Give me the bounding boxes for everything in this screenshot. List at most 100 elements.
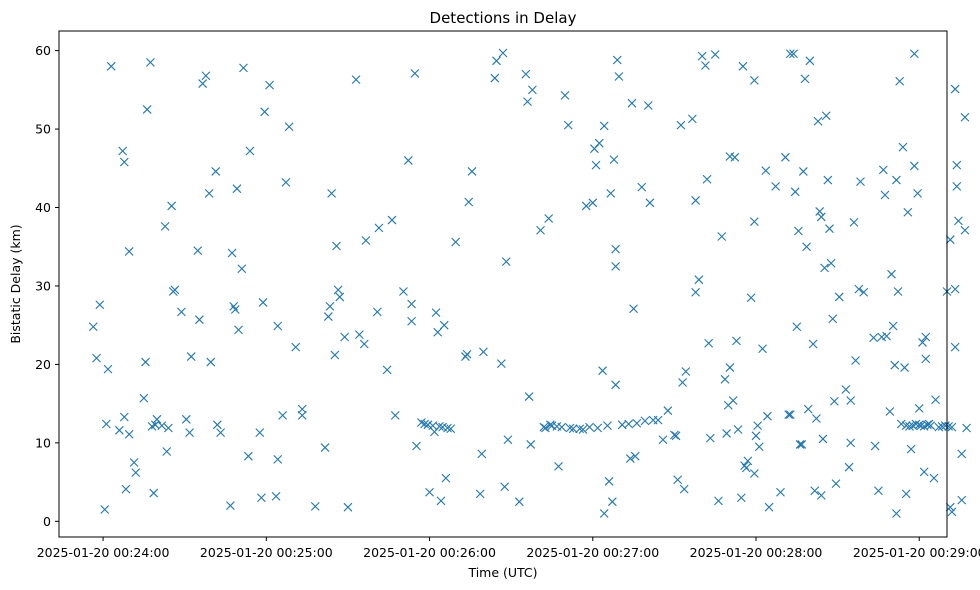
data-point-x-marker xyxy=(816,491,826,500)
data-point-x-marker xyxy=(841,385,851,394)
data-point-x-marker xyxy=(957,449,967,459)
data-point-x-marker xyxy=(206,357,216,367)
data-point-x-marker xyxy=(451,237,461,247)
data-point-x-marker xyxy=(611,244,621,254)
data-point-x-marker xyxy=(340,332,350,342)
data-point-x-marker xyxy=(844,462,854,472)
data-point-x-marker xyxy=(751,431,761,441)
data-point-x-marker xyxy=(632,418,642,428)
data-point-x-marker xyxy=(410,68,420,78)
data-point-x-marker xyxy=(464,197,474,207)
data-point-x-marker xyxy=(536,225,545,235)
data-point-x-marker xyxy=(141,357,150,367)
data-point-x-marker xyxy=(776,487,785,497)
data-point-x-marker xyxy=(821,111,831,121)
data-point-x-marker xyxy=(162,447,172,456)
data-point-x-marker xyxy=(462,349,472,359)
data-point-x-marker xyxy=(527,85,537,95)
data-point-x-marker xyxy=(167,201,177,211)
data-point-x-marker xyxy=(732,336,741,346)
data-point-x-marker xyxy=(701,61,710,70)
data-point-x-marker xyxy=(604,476,614,486)
data-point-x-marker xyxy=(849,218,859,227)
y-tick-label: 30 xyxy=(35,278,51,293)
x-tick-label: 2025-01-20 00:29:00 xyxy=(853,545,980,560)
data-point-x-marker xyxy=(869,333,878,343)
data-point-x-marker xyxy=(545,420,555,430)
data-point-x-marker xyxy=(124,247,134,256)
data-point-x-marker xyxy=(950,84,960,94)
data-point-x-marker xyxy=(273,454,283,464)
data-point-x-marker xyxy=(630,451,640,461)
data-point-x-marker xyxy=(831,479,841,489)
data-point-x-marker xyxy=(763,411,772,421)
data-point-x-marker xyxy=(390,411,400,420)
data-point-x-marker xyxy=(407,316,416,326)
data-point-x-marker xyxy=(736,493,746,503)
data-point-x-marker xyxy=(232,184,242,194)
data-point-x-marker xyxy=(722,429,732,438)
data-point-x-marker xyxy=(257,493,266,503)
data-point-x-marker xyxy=(227,248,237,258)
data-point-x-marker xyxy=(541,423,550,433)
data-point-x-marker xyxy=(802,242,812,252)
data-point-x-marker xyxy=(816,212,826,222)
data-point-x-marker xyxy=(325,301,335,311)
data-point-x-marker xyxy=(403,156,413,165)
data-point-x-marker xyxy=(265,80,274,90)
data-point-x-marker xyxy=(834,292,844,302)
data-point-x-marker xyxy=(919,467,929,477)
data-point-x-marker xyxy=(194,315,204,325)
data-point-x-marker xyxy=(885,407,895,416)
data-point-x-marker xyxy=(382,365,392,375)
data-point-x-marker xyxy=(297,404,307,414)
data-point-x-marker xyxy=(741,463,751,473)
data-point-x-marker xyxy=(730,152,740,162)
data-point-x-marker xyxy=(160,221,170,231)
data-point-x-marker xyxy=(501,257,511,267)
data-point-x-marker xyxy=(627,98,637,108)
data-point-x-marker xyxy=(694,275,704,285)
data-point-x-marker xyxy=(436,496,446,506)
data-point-x-marker xyxy=(898,142,908,152)
data-point-x-marker xyxy=(921,332,931,342)
data-point-x-marker xyxy=(554,462,563,471)
data-point-x-marker xyxy=(496,359,506,369)
data-point-x-marker xyxy=(335,292,345,302)
data-point-x-marker xyxy=(754,442,764,452)
data-points xyxy=(88,48,971,518)
x-tick-label: 2025-01-20 00:24:00 xyxy=(37,545,170,560)
data-point-x-marker xyxy=(500,482,510,492)
data-point-x-marker xyxy=(119,412,129,422)
y-tick-label: 0 xyxy=(43,514,51,529)
data-point-x-marker xyxy=(332,241,341,251)
data-point-x-marker xyxy=(952,160,962,170)
data-point-x-marker xyxy=(645,198,655,208)
data-point-x-marker xyxy=(521,69,531,79)
data-point-x-marker xyxy=(823,175,833,185)
data-point-x-marker xyxy=(846,396,856,405)
data-point-x-marker xyxy=(856,177,865,187)
data-point-x-marker xyxy=(825,224,834,234)
data-point-x-marker xyxy=(124,429,134,439)
data-point-x-marker xyxy=(934,422,944,432)
data-point-x-marker xyxy=(738,61,748,71)
data-point-x-marker xyxy=(260,107,270,117)
data-point-x-marker xyxy=(790,187,800,197)
data-point-x-marker xyxy=(606,189,616,198)
data-point-x-marker xyxy=(359,339,369,349)
data-point-x-marker xyxy=(560,90,570,100)
data-point-x-marker xyxy=(815,207,825,216)
data-point-x-marker xyxy=(678,378,687,387)
data-point-x-marker xyxy=(354,330,364,339)
data-point-x-marker xyxy=(284,122,294,132)
data-point-x-marker xyxy=(565,423,575,433)
data-point-x-marker xyxy=(119,157,129,167)
data-point-x-marker xyxy=(181,414,191,424)
y-tick-label: 40 xyxy=(35,200,51,215)
data-point-x-marker xyxy=(446,424,456,434)
data-point-x-marker xyxy=(226,501,235,511)
data-point-x-marker xyxy=(704,338,714,348)
data-point-x-marker xyxy=(170,285,180,295)
